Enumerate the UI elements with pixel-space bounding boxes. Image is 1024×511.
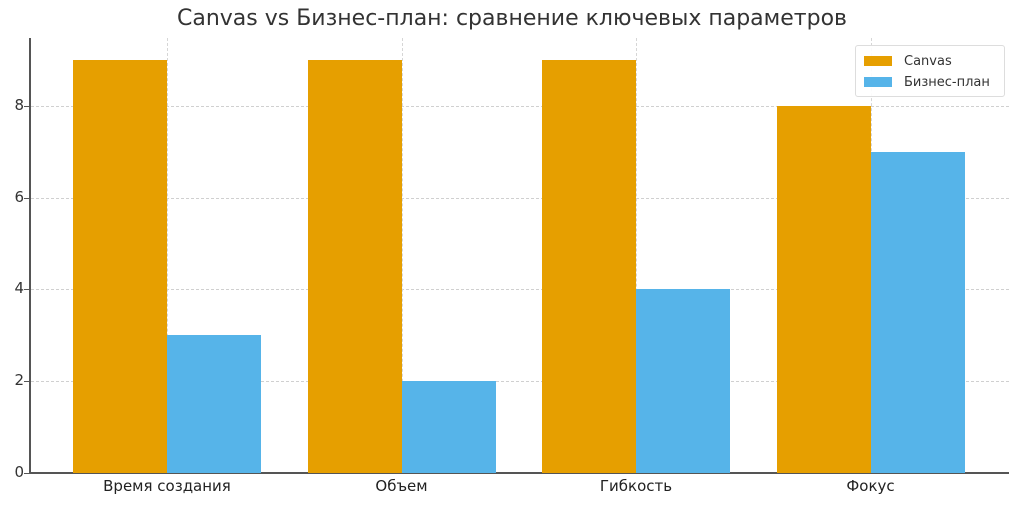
chart-title: Canvas vs Бизнес-план: сравнение ключевы… bbox=[176, 6, 847, 31]
x-tick-label: Гибкость bbox=[599, 477, 673, 495]
h-gridline bbox=[31, 289, 1009, 291]
legend-label-business-plan: Бизнес-план bbox=[904, 74, 990, 90]
bar-business-plan bbox=[870, 151, 965, 473]
y-tick-mark bbox=[24, 473, 29, 474]
v-gridline bbox=[401, 38, 403, 472]
h-gridline bbox=[31, 197, 1009, 199]
bar-canvas bbox=[307, 59, 402, 473]
legend-swatch-business-plan bbox=[864, 77, 892, 87]
legend-swatch-canvas bbox=[864, 56, 892, 66]
y-tick-mark bbox=[24, 381, 29, 383]
y-tick-mark bbox=[24, 197, 29, 199]
bar-canvas bbox=[542, 59, 636, 473]
legend-item-business-plan: Бизнес-план bbox=[864, 73, 990, 91]
v-gridline bbox=[636, 38, 637, 472]
bar-business-plan bbox=[401, 381, 496, 473]
legend-label-canvas: Canvas bbox=[904, 53, 952, 69]
x-tick-label: Время создания bbox=[103, 477, 231, 495]
y-tick-label: 8 bbox=[14, 95, 24, 114]
y-axis bbox=[29, 38, 31, 474]
y-tick-label: 2 bbox=[14, 371, 24, 390]
x-axis bbox=[29, 472, 1009, 474]
bar-business-plan bbox=[167, 335, 261, 473]
bar-canvas bbox=[73, 59, 167, 473]
bar-business-plan bbox=[636, 289, 730, 473]
bar-canvas bbox=[776, 105, 871, 473]
v-gridline bbox=[167, 38, 168, 472]
y-tick-mark bbox=[24, 105, 29, 107]
h-gridline bbox=[31, 105, 1009, 107]
y-tick-mark bbox=[24, 289, 29, 291]
x-tick-label: Фокус bbox=[846, 477, 895, 495]
y-tick-label: 6 bbox=[14, 187, 24, 206]
y-tick-label: 0 bbox=[14, 463, 24, 481]
y-tick-label: 4 bbox=[14, 279, 24, 298]
legend: Canvas Бизнес-план bbox=[855, 45, 1005, 97]
x-tick-label: Объем bbox=[375, 477, 428, 495]
h-gridline bbox=[31, 381, 1009, 383]
legend-item-canvas: Canvas bbox=[864, 52, 952, 70]
